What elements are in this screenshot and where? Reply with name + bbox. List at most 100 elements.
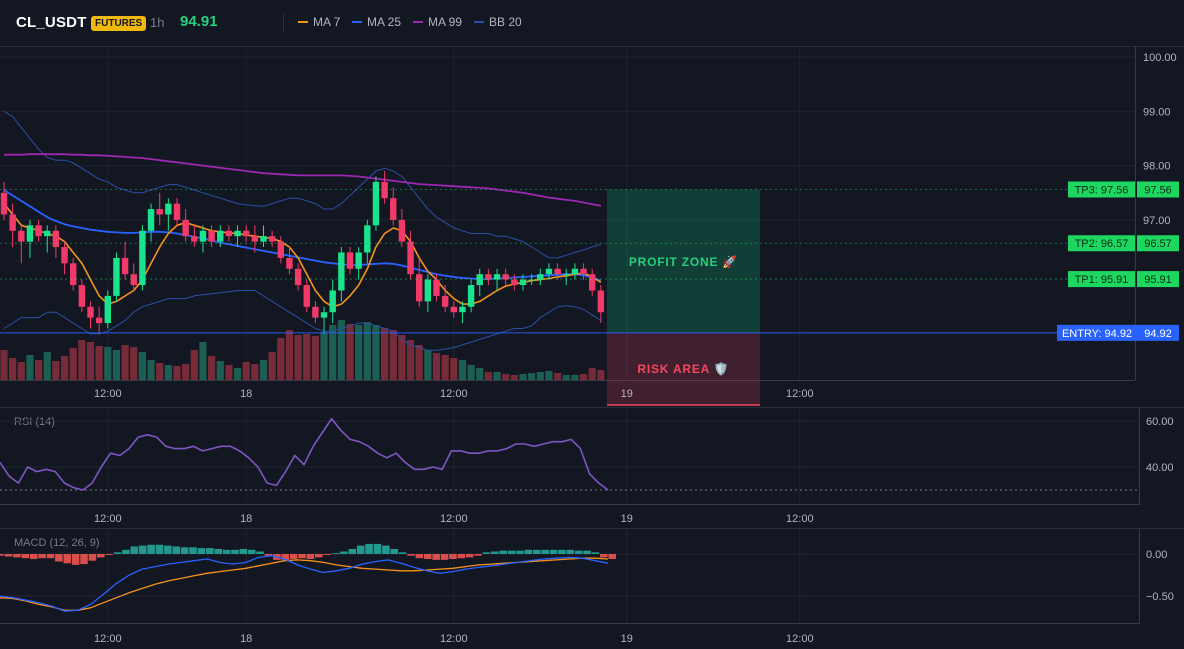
candle-body (407, 241, 414, 275)
macd-pane[interactable]: MACD (12, 26, 9) 0.00 −0.50 (0, 537, 1174, 612)
volume-bar (579, 374, 588, 380)
rsi-line (0, 417, 609, 491)
level-tag-label: ENTRY: 94.92 (1062, 328, 1132, 340)
macd-histogram-bar (164, 545, 172, 554)
volume-bar (588, 368, 596, 380)
macd-histogram-bar (55, 554, 63, 562)
volume-bar (510, 375, 518, 380)
candle-body (156, 209, 163, 215)
macd-histogram-bar (264, 554, 273, 556)
candle-body (294, 268, 302, 286)
volume-bar (268, 352, 276, 380)
macd-histogram-bar (407, 554, 415, 556)
macd-histogram-bar (457, 554, 466, 559)
macd-histogram-bar (13, 554, 21, 558)
volume-bar (130, 347, 138, 380)
bb-lower-line (3, 290, 602, 351)
volume-bar (95, 346, 103, 380)
candle-body (147, 209, 155, 231)
candle-body (537, 274, 544, 280)
macd-line (0, 555, 609, 612)
symbol-title[interactable]: CL_USDT (16, 14, 87, 31)
legend-bb20[interactable]: BB 20 (474, 15, 522, 29)
candle-body (277, 241, 284, 258)
macd-histogram-bar (474, 554, 482, 556)
volume-bar (86, 342, 95, 380)
candle-body (286, 257, 293, 269)
candle-body (441, 295, 449, 307)
macd-histogram-bar (214, 548, 222, 554)
volume-bar (381, 328, 389, 380)
volume-bar (311, 336, 319, 380)
macd-histogram-bar (541, 549, 549, 554)
legend-bb20-label: BB 20 (489, 15, 522, 29)
volume-bar (60, 356, 69, 380)
candlesticks[interactable] (0, 171, 605, 334)
candle-body (199, 230, 207, 242)
macd-histogram-bar (574, 550, 583, 554)
candle-body (597, 290, 605, 313)
volume-bar (424, 350, 432, 380)
volume-bar (493, 372, 501, 380)
volume-bar (121, 345, 129, 380)
macd-histogram-bar (289, 554, 298, 560)
macd-histogram-bar (46, 554, 55, 559)
volume-bar (35, 360, 43, 380)
candle-body (225, 230, 233, 237)
futures-badge: FUTURES (91, 16, 147, 31)
rsi-tick-label: 40.00 (1146, 462, 1174, 474)
candle-body (433, 279, 440, 296)
candle-body (312, 306, 319, 318)
price-tick-label: 98.00 (1143, 161, 1171, 173)
price-levels[interactable]: TP3: 97.56 97.56 TP2: 96.57 96.57 TP1: 95.91… (0, 181, 1179, 341)
candle-body (121, 257, 129, 275)
timeframe-label[interactable]: 1h (150, 15, 165, 30)
legend-ma99[interactable]: MA 99 (413, 15, 462, 29)
macd-histogram-bar (88, 554, 97, 561)
volume-bar (363, 322, 371, 380)
time-tick-label: 18 (240, 513, 252, 525)
volume-bar (173, 366, 181, 380)
candle-body (571, 268, 579, 275)
time-tick-label: 12:00 (440, 513, 468, 525)
candle-body (467, 285, 475, 307)
volume-bar (43, 352, 51, 380)
rsi-pane[interactable]: RSI (14) 60.00 40.00 (0, 416, 1174, 491)
macd-histogram-bar (97, 554, 105, 558)
candle-body (502, 274, 509, 280)
candle-body (113, 257, 120, 296)
macd-histogram-bar (155, 544, 164, 554)
candle-body (372, 181, 380, 226)
candle-body (476, 274, 483, 286)
level-tag-label: TP1: 95.91 (1075, 274, 1129, 286)
macd-histogram-bar (449, 554, 457, 560)
candle-body (87, 306, 94, 318)
macd-histogram-bar (549, 549, 558, 554)
price-tick-label: 99.00 (1143, 106, 1171, 118)
macd-signal-line (0, 557, 609, 611)
legend-ma7[interactable]: MA 7 (298, 15, 340, 29)
volume-bar (233, 368, 242, 380)
legend-ma25[interactable]: MA 25 (352, 15, 401, 29)
candle-body (398, 219, 406, 242)
macd-histogram-bar (465, 554, 474, 558)
candle-body (554, 268, 561, 275)
macd-histogram-bar (4, 554, 13, 557)
macd-histogram-bar (256, 551, 264, 554)
volume-bar (398, 335, 406, 380)
pane-frames (0, 46, 1184, 624)
volume-bar (502, 374, 510, 380)
volume-bar (406, 340, 415, 380)
candle-body (268, 236, 276, 242)
macd-histogram-bar (558, 549, 566, 554)
bb20-swatch-icon (474, 21, 484, 23)
macd-histogram-bar (482, 552, 491, 554)
macd-tick-label: −0.50 (1146, 591, 1174, 603)
volume-bar (147, 360, 155, 380)
macd-histogram-bar (189, 547, 197, 554)
volume-bar (329, 325, 337, 380)
macd-histogram-bar (63, 554, 72, 564)
candle-body (52, 230, 60, 248)
candle-body (580, 268, 587, 275)
